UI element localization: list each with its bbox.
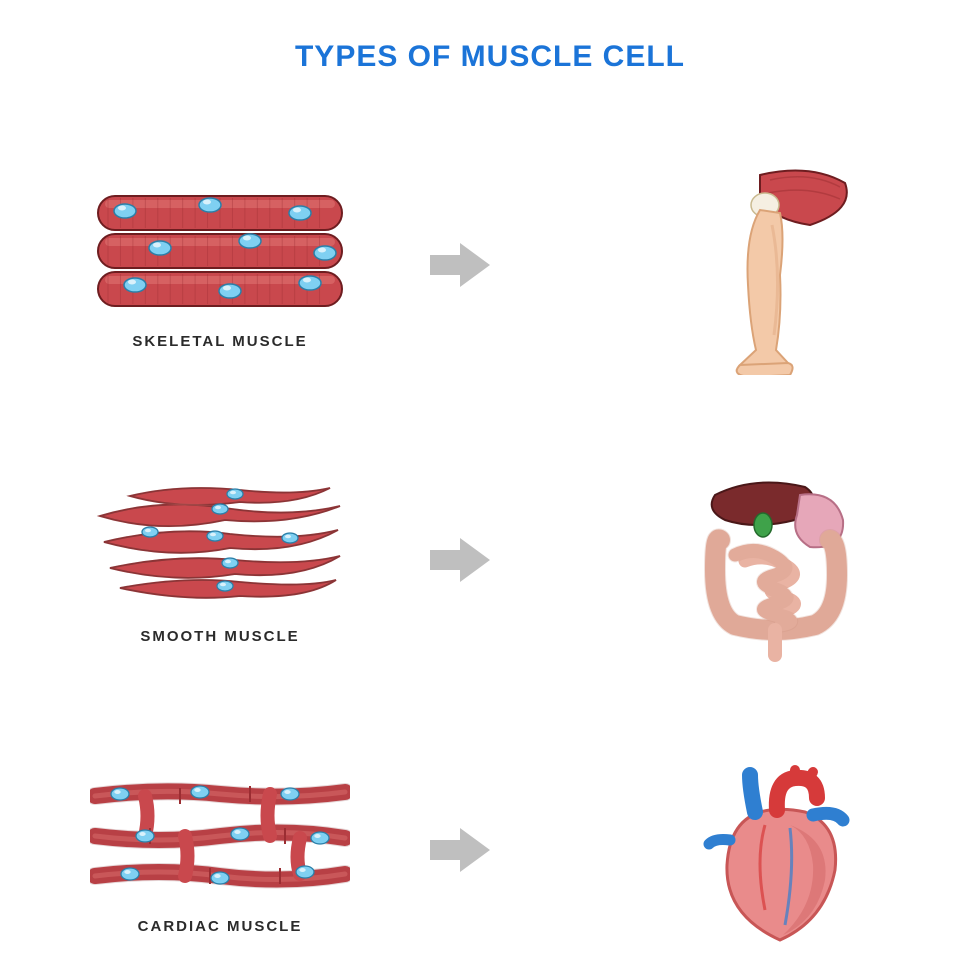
cardiac-cell-illustration: [90, 766, 350, 906]
leg-illustration: [680, 155, 860, 375]
arrow-column: [360, 535, 560, 585]
cell-column: CARDIAC MUSCLE: [0, 766, 360, 935]
organ-column: [560, 450, 980, 670]
arrow-column: [360, 825, 560, 875]
cell-label: SKELETAL MUSCLE: [132, 333, 307, 350]
muscle-row-skeletal: SKELETAL MUSCLE: [0, 135, 980, 395]
muscle-row-cardiac: CARDIAC MUSCLE: [0, 720, 980, 980]
cell-label: CARDIAC MUSCLE: [138, 918, 303, 935]
arrow-column: [360, 240, 560, 290]
cell-label: SMOOTH MUSCLE: [140, 628, 299, 645]
page-title: TYPES OF MUSCLE CELL: [0, 40, 980, 74]
cell-column: SMOOTH MUSCLE: [0, 476, 360, 645]
smooth-cell-illustration: [90, 476, 350, 616]
skeletal-cell-illustration: [90, 181, 350, 321]
digestive-illustration: [680, 450, 860, 670]
arrow-right-icon: [425, 240, 495, 290]
cell-column: SKELETAL MUSCLE: [0, 181, 360, 350]
arrow-right-icon: [425, 535, 495, 585]
title-text: TYPES OF MUSCLE CELL: [295, 40, 685, 73]
organ-column: [560, 740, 980, 960]
arrow-right-icon: [425, 825, 495, 875]
heart-illustration: [680, 740, 860, 960]
muscle-row-smooth: SMOOTH MUSCLE: [0, 430, 980, 690]
organ-column: [560, 155, 980, 375]
